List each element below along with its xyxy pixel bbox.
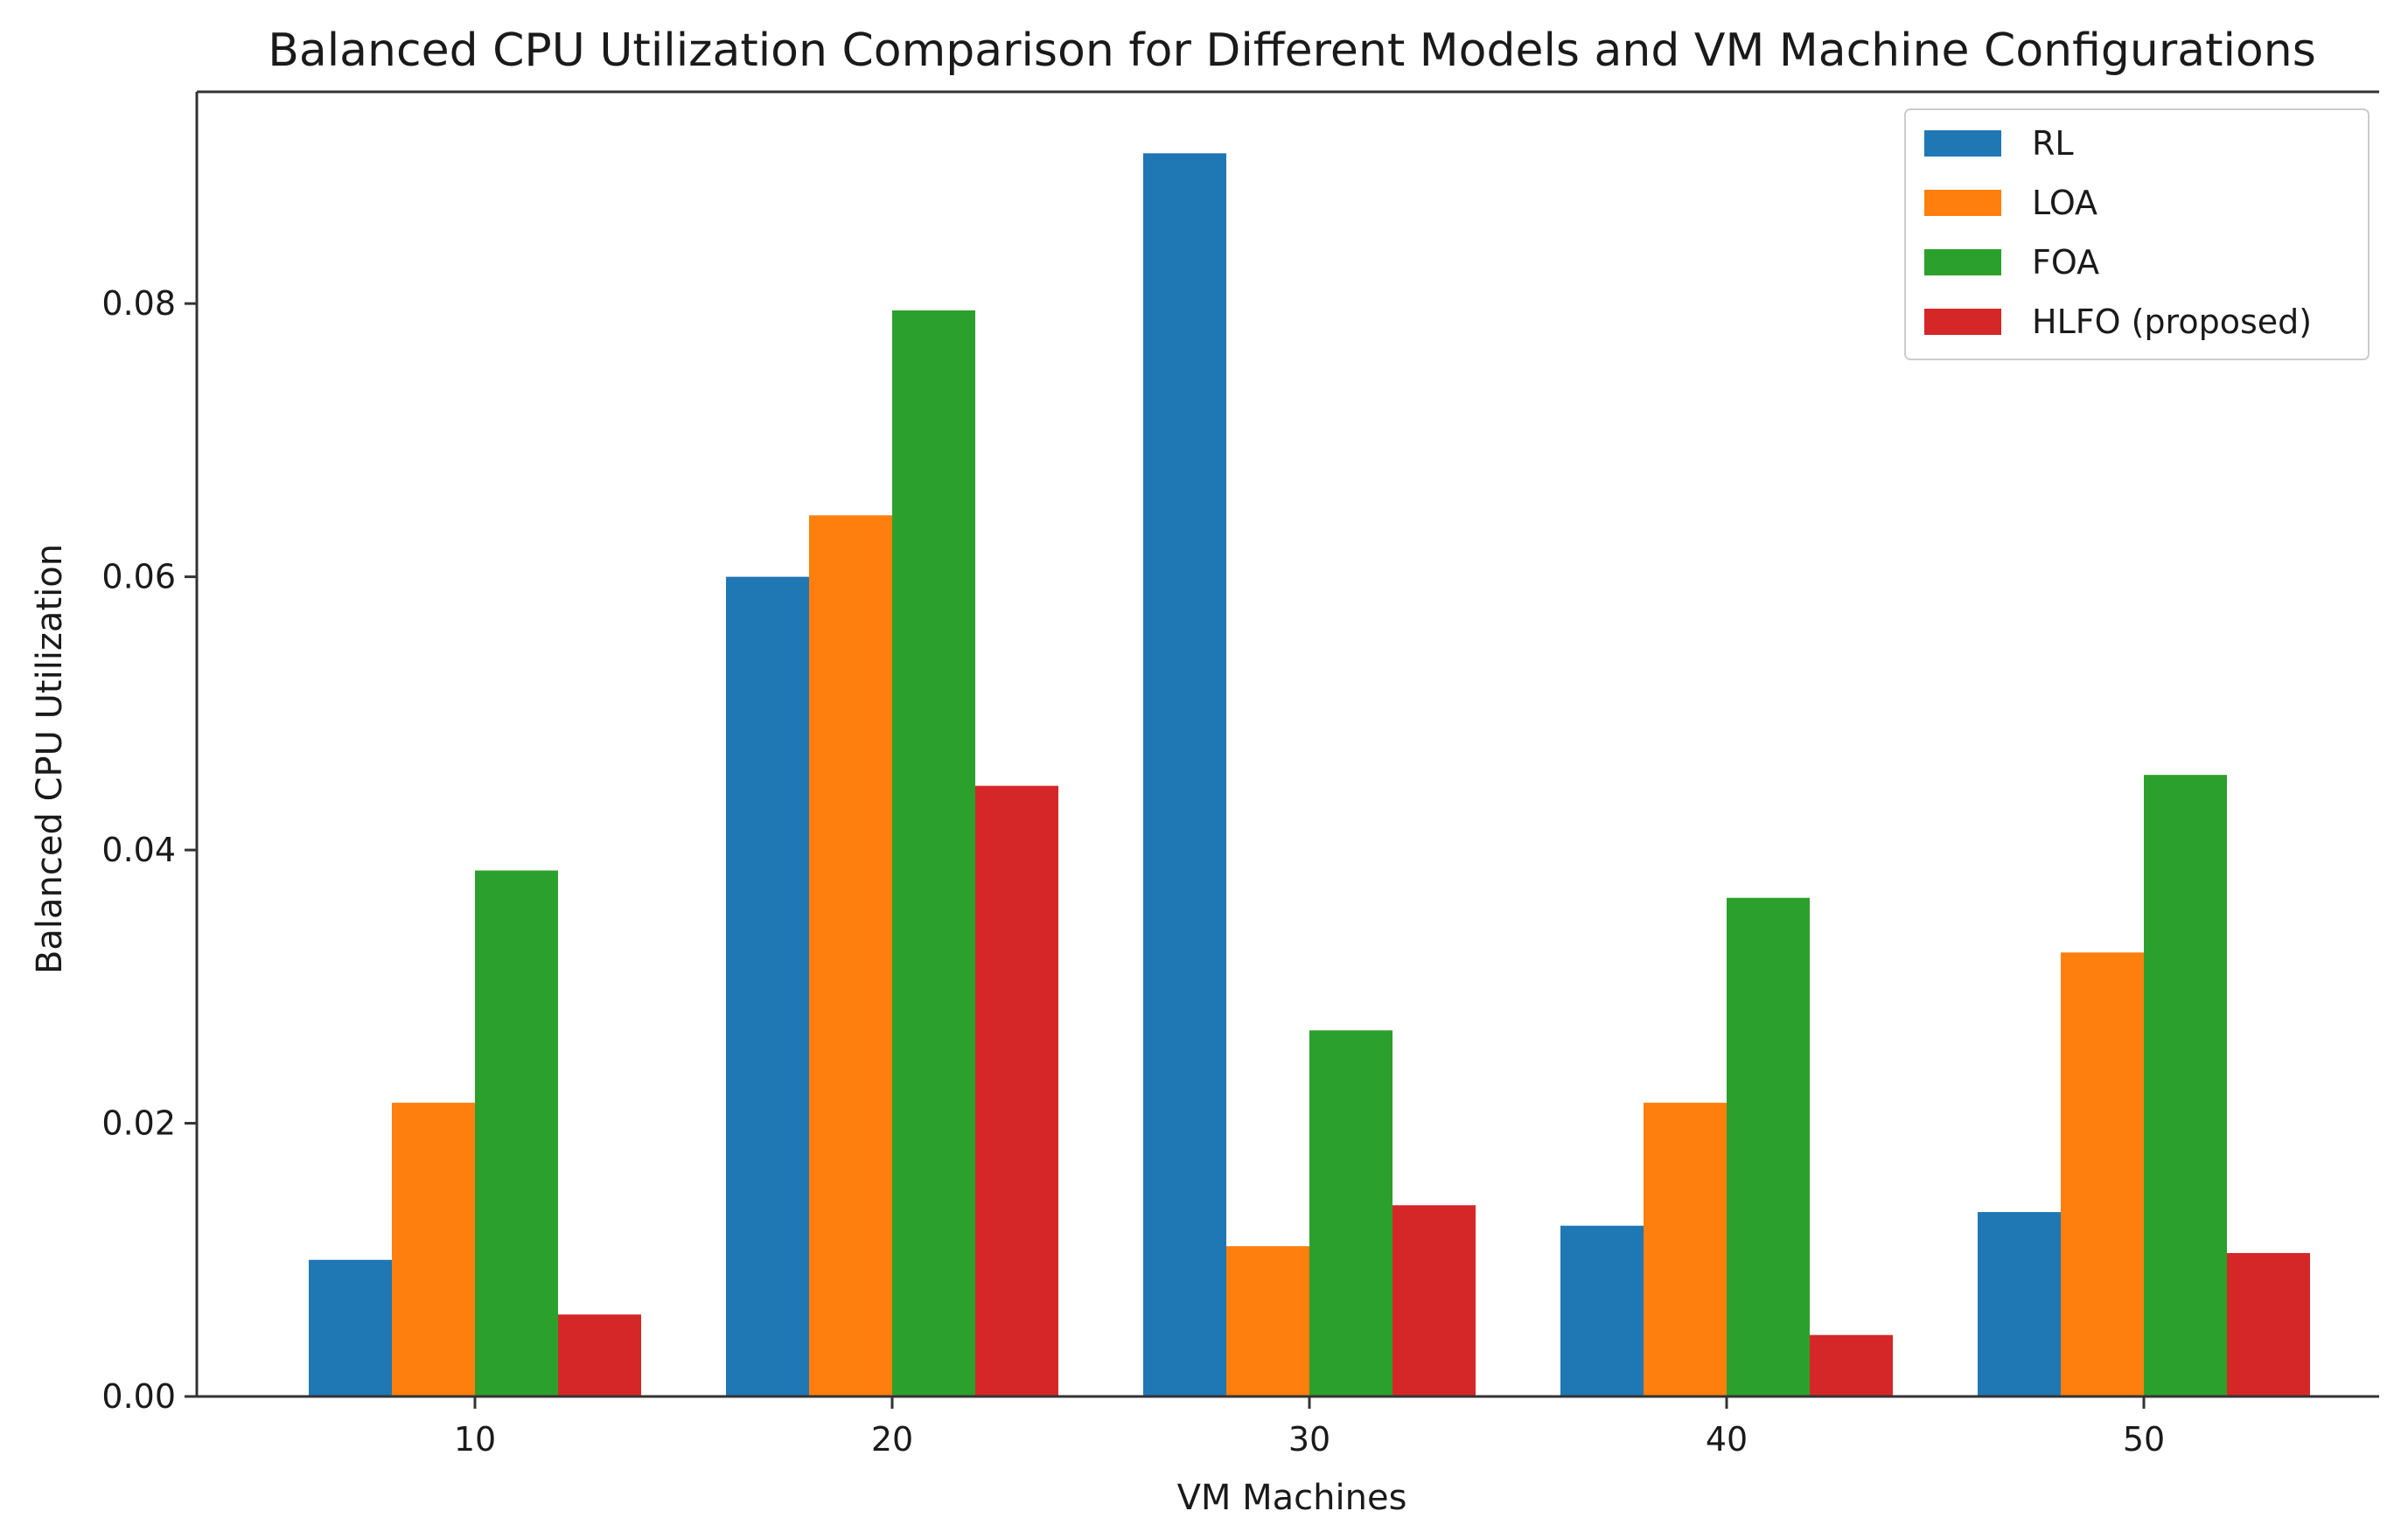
y-axis-label: Balanced CPU Utilization: [30, 544, 70, 974]
bar-foa-20: [892, 310, 975, 1396]
bar-hlfo-proposed-40: [1810, 1334, 1893, 1396]
bar-foa-40: [1727, 897, 1810, 1396]
bar-foa-10: [475, 870, 558, 1396]
bar-rl-20: [726, 576, 809, 1396]
x-axis: 10 20 30 40 50: [454, 1396, 2165, 1459]
x-tick-label: 10: [454, 1420, 496, 1459]
legend-swatch: [1924, 249, 2001, 275]
bar-loa-40: [1644, 1103, 1727, 1396]
legend-label: RL: [2032, 124, 2074, 163]
bar-rl-50: [1978, 1212, 2061, 1396]
bar-loa-20: [809, 515, 892, 1396]
chart-title: Balanced CPU Utilization Comparison for …: [268, 24, 2316, 77]
bar-loa-10: [392, 1103, 475, 1396]
legend-label: LOA: [2032, 184, 2097, 222]
y-tick-label: 0.02: [101, 1104, 176, 1143]
x-tick-label: 50: [2123, 1420, 2165, 1459]
legend: RL LOA FOA HLFO (proposed): [1904, 108, 2370, 360]
y-tick-label: 0.08: [101, 284, 176, 323]
y-axis: 0.00 0.02 0.04 0.06 0.08: [101, 284, 197, 1416]
y-tick-label: 0.04: [101, 831, 176, 869]
bar-hlfo-proposed-20: [975, 785, 1058, 1396]
bar-loa-50: [2061, 952, 2144, 1396]
y-tick-label: 0.00: [101, 1377, 176, 1416]
bars-group: [309, 153, 2310, 1396]
x-tick-label: 40: [1706, 1420, 1748, 1459]
bar-foa-50: [2144, 775, 2227, 1396]
bar-hlfo-proposed-50: [2227, 1252, 2310, 1396]
x-tick-label: 30: [1288, 1420, 1330, 1459]
x-tick-label: 20: [871, 1420, 913, 1459]
legend-swatch: [1924, 190, 2001, 216]
legend-swatch: [1924, 130, 2001, 157]
bar-rl-30: [1143, 153, 1226, 1396]
legend-label: FOA: [2032, 243, 2099, 282]
bar-hlfo-proposed-30: [1392, 1205, 1476, 1396]
bar-rl-40: [1560, 1225, 1644, 1396]
bar-foa-30: [1309, 1030, 1392, 1396]
x-axis-label: VM Machines: [1177, 1478, 1407, 1518]
y-tick-label: 0.06: [101, 558, 176, 596]
legend-box: [1904, 108, 2370, 360]
legend-label: HLFO (proposed): [2032, 303, 2312, 341]
bar-hlfo-proposed-10: [558, 1314, 641, 1396]
bar-rl-10: [309, 1259, 392, 1396]
legend-swatch: [1924, 309, 2001, 335]
bar-loa-30: [1226, 1246, 1309, 1396]
